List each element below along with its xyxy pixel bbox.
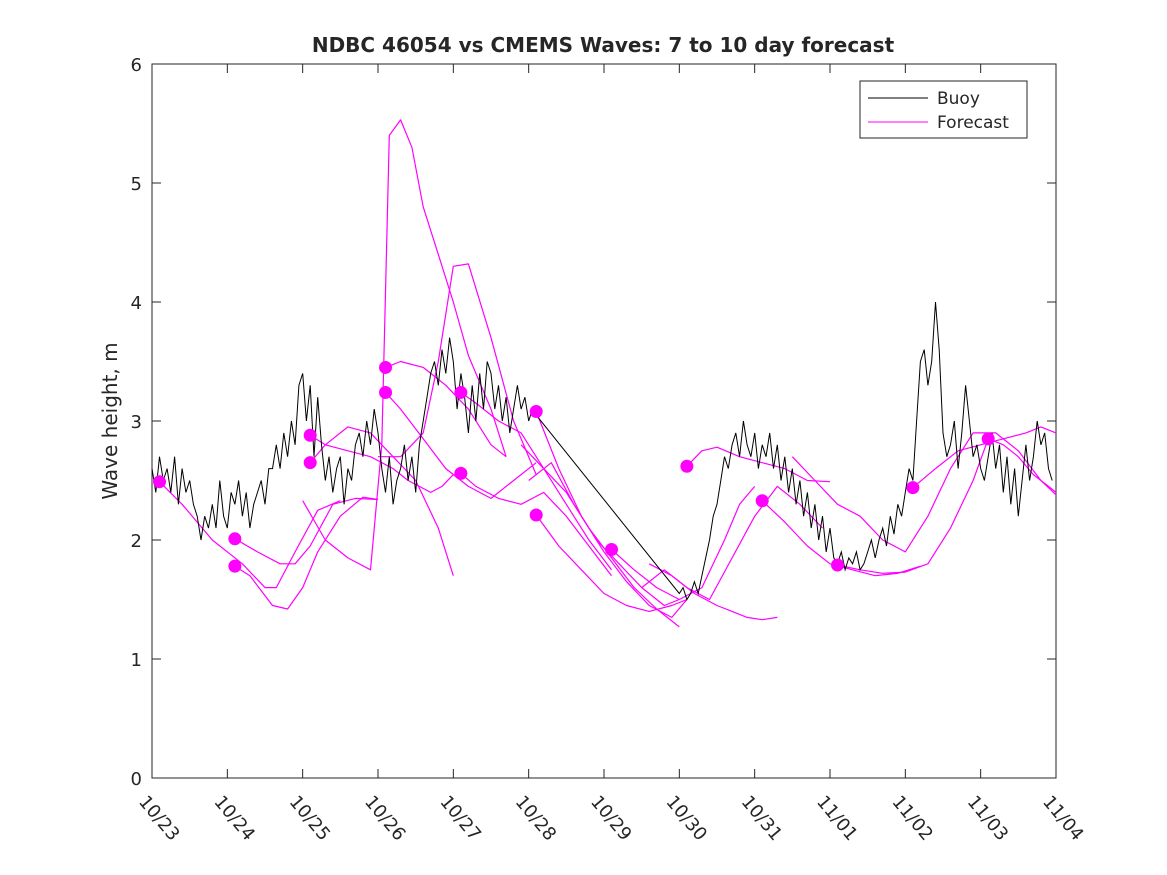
forecast-start-marker: [680, 459, 694, 473]
legend: Buoy Forecast: [859, 80, 1028, 139]
plot-area: [151, 63, 1057, 779]
forecast-start-marker: [303, 456, 317, 470]
y-tick-label: 5: [131, 174, 142, 195]
forecast-start-marker: [228, 532, 242, 546]
y-tick-label: 4: [131, 293, 142, 314]
x-tick-label: 10/31: [737, 792, 786, 845]
forecast-line-7: [302, 119, 507, 571]
y-axis-label: Wave height, m: [98, 342, 122, 499]
forecast-start-marker: [454, 466, 468, 480]
forecast-line-8: [460, 391, 612, 571]
forecast-start-markers: [153, 360, 995, 573]
forecast-line-22: [987, 438, 1057, 493]
forecast-start-marker: [153, 475, 167, 489]
y-tick-label: 3: [131, 412, 142, 433]
y-tick-label: 6: [131, 55, 142, 76]
forecast-start-marker: [529, 404, 543, 418]
forecast-start-marker: [981, 432, 995, 446]
x-tick-label: 10/28: [511, 792, 560, 845]
forecast-line-18: [648, 563, 778, 621]
forecast-start-marker: [303, 428, 317, 442]
x-tick-label: 10/30: [662, 792, 711, 845]
x-tick-label: 10/26: [360, 792, 409, 845]
x-tick-label: 11/03: [963, 792, 1012, 845]
x-tick-label: 10/24: [210, 792, 259, 845]
forecast-start-marker: [379, 385, 393, 399]
y-tick-label: 2: [131, 531, 142, 552]
x-tick-label: 11/01: [812, 792, 861, 845]
forecast-line-0: [159, 481, 341, 589]
x-tick-label: 10/27: [436, 792, 485, 845]
forecast-line-2: [234, 496, 379, 610]
forecast-start-marker: [529, 508, 543, 522]
forecast-start-marker: [605, 543, 619, 557]
chart-title: NDBC 46054 vs CMEMS Waves: 7 to 10 day f…: [312, 33, 895, 57]
legend-buoy-label: Buoy: [937, 89, 980, 109]
x-tick-label: 11/04: [1038, 792, 1087, 845]
forecast-start-marker: [454, 385, 468, 399]
y-tick-label: 0: [131, 769, 142, 790]
x-tick-label: 10/25: [285, 792, 334, 845]
x-tick-label: 10/29: [586, 792, 635, 845]
forecast-line-20: [837, 438, 989, 574]
forecast-line-9: [460, 472, 612, 577]
forecast-line-12: [535, 514, 688, 613]
forecast-start-marker: [755, 494, 769, 508]
forecast-line-1: [234, 497, 379, 565]
forecast-line-14: [520, 444, 680, 628]
y-tick-label: 1: [131, 650, 142, 671]
forecast-line-10: [378, 263, 537, 475]
forecast-line-11: [535, 411, 688, 619]
forecast-start-marker: [379, 360, 393, 374]
forecast-start-marker: [831, 558, 845, 572]
legend-forecast-label: Forecast: [937, 113, 1009, 133]
forecast-line-3: [309, 434, 454, 493]
legend-box: [859, 80, 1028, 139]
forecast-line-5: [385, 360, 507, 458]
forecast-line-16: [686, 446, 831, 483]
forecast-line-23: [791, 432, 1057, 553]
forecast-start-marker: [906, 481, 920, 495]
x-tick-label: 11/02: [888, 792, 937, 845]
x-tick-label: 10/23: [134, 792, 183, 845]
forecast-start-marker: [228, 559, 242, 573]
